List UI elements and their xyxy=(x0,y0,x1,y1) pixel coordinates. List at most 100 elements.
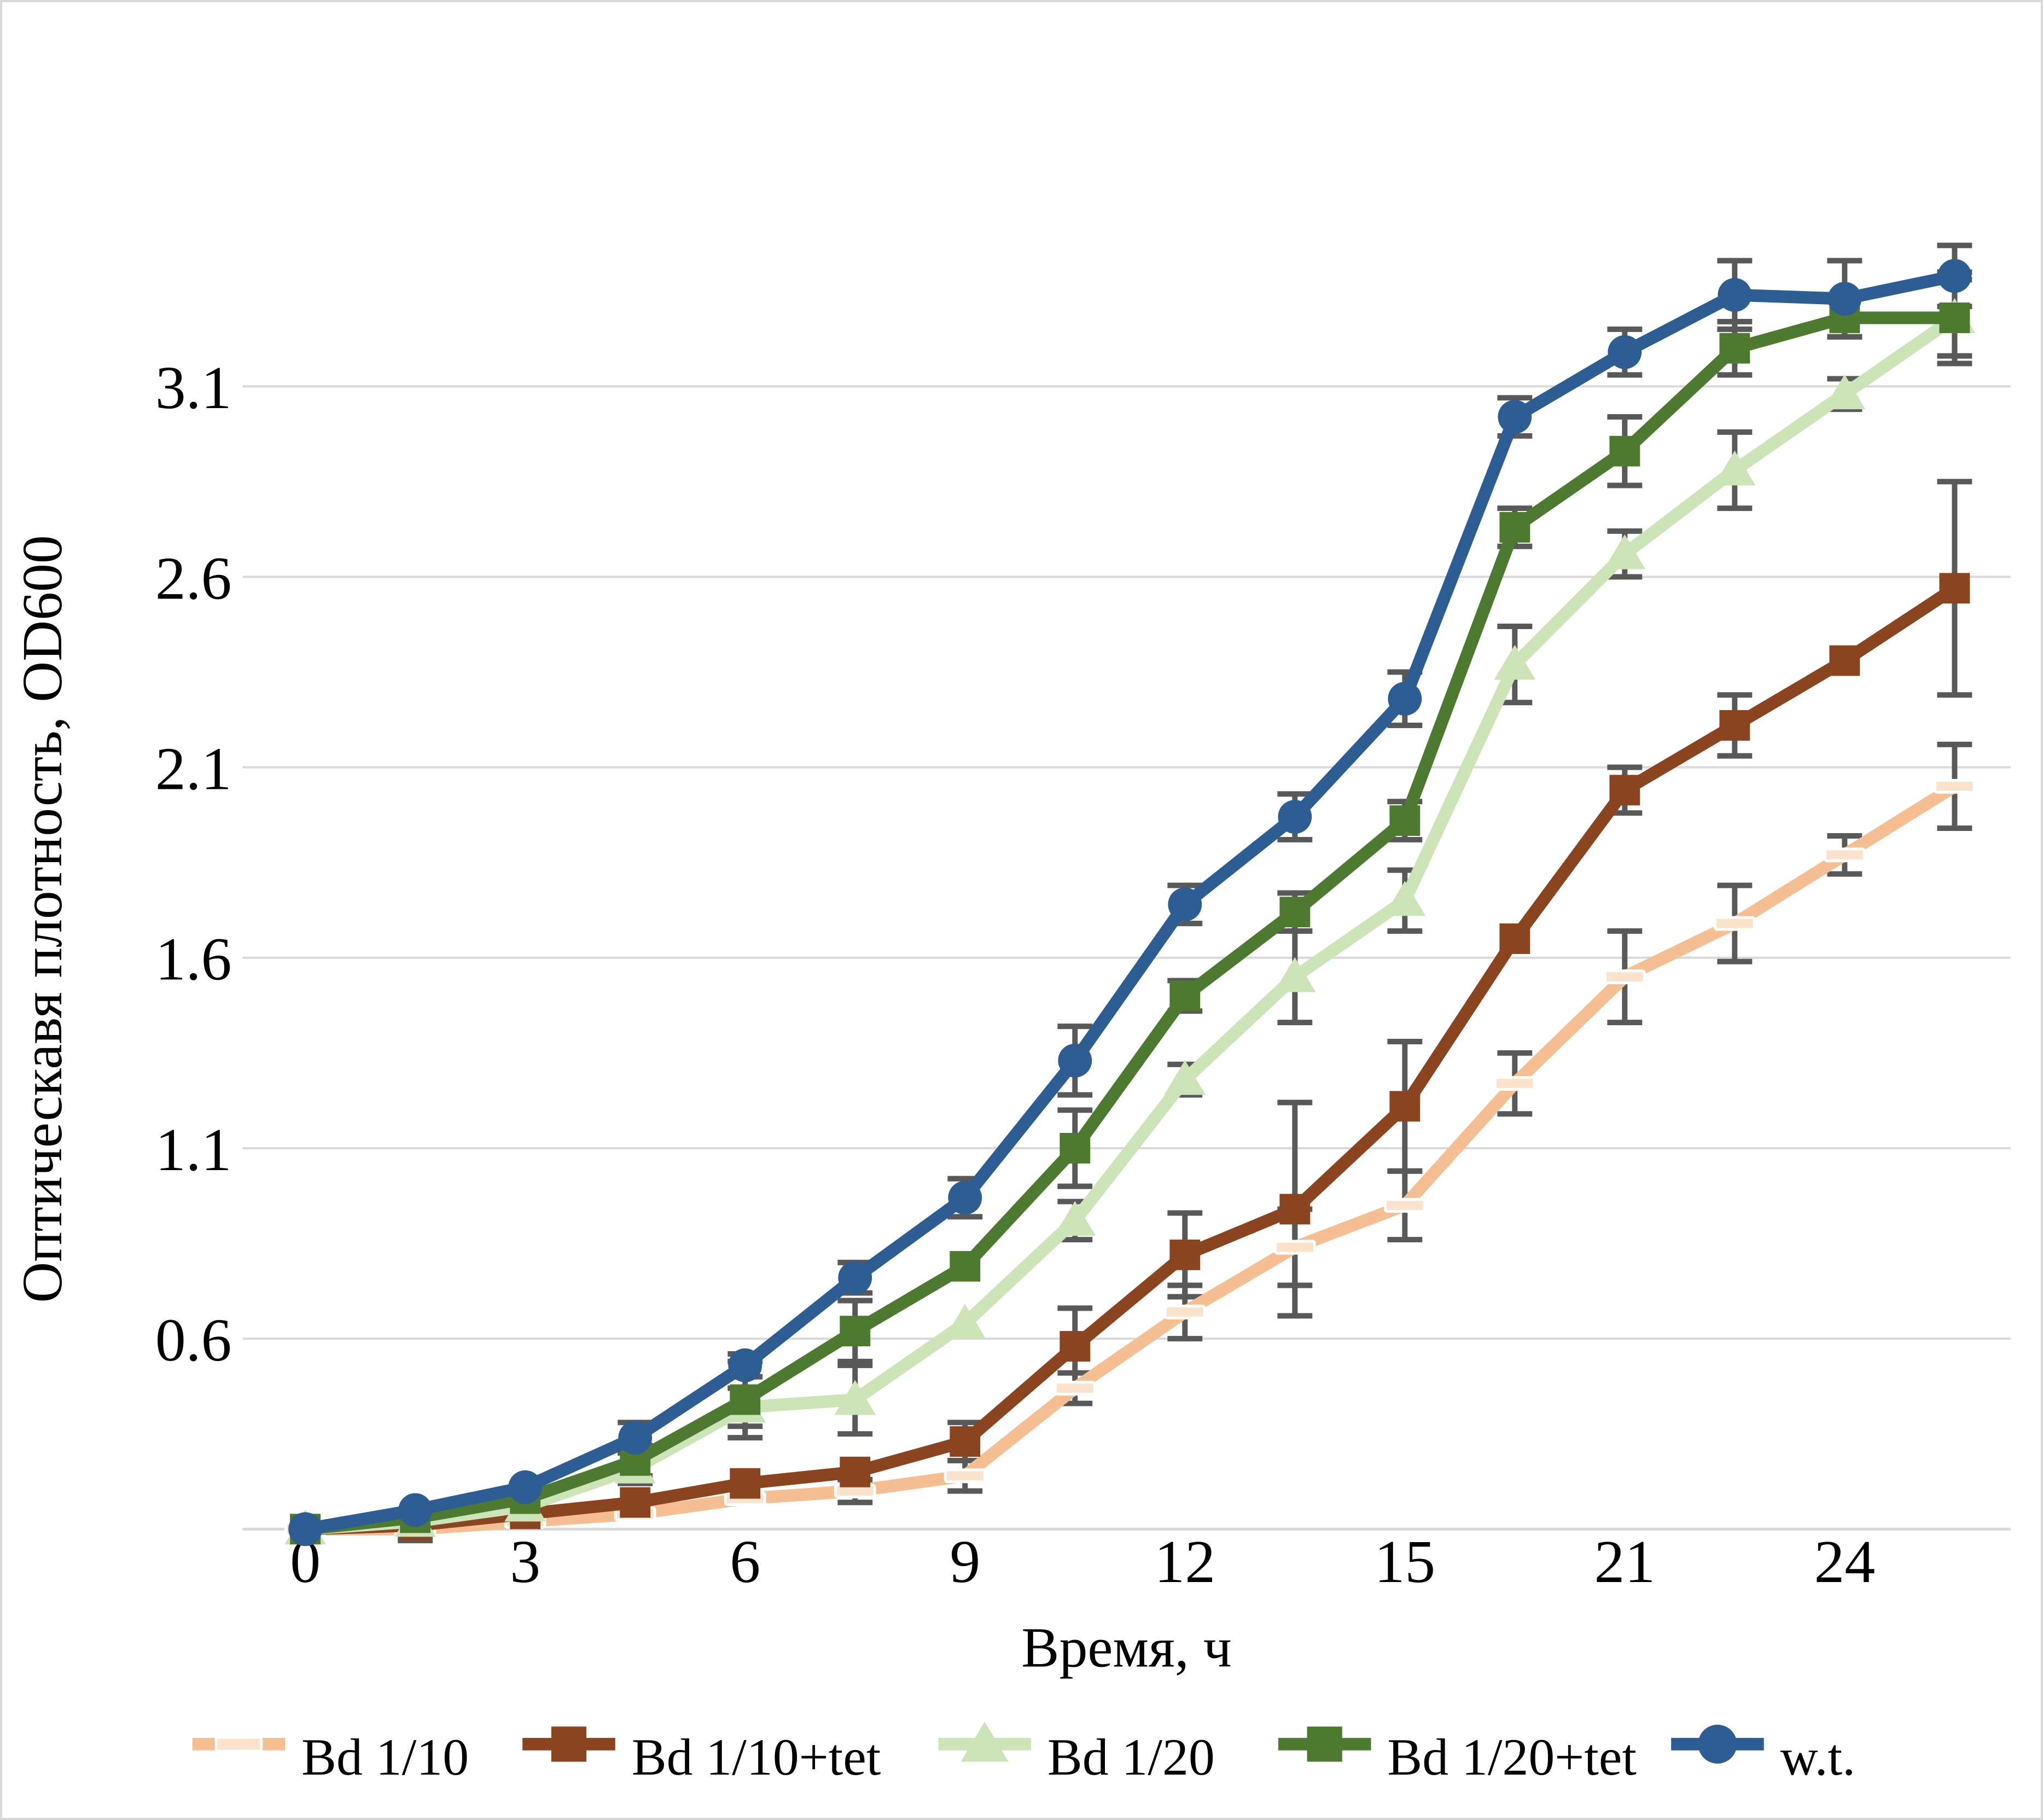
marker-square xyxy=(1279,1194,1311,1225)
marker-square xyxy=(950,1426,981,1457)
marker-square xyxy=(840,1316,871,1347)
series-line xyxy=(304,311,1955,1536)
marker-square xyxy=(730,1384,761,1415)
x-tick-labels: 0 3 6 9 12 15 21 24 xyxy=(290,1528,1875,1596)
marker-circle xyxy=(1388,682,1422,716)
marker-circle xyxy=(1168,887,1202,922)
marker-circle xyxy=(1827,282,1862,316)
marker-triangle xyxy=(1824,374,1866,410)
legend-item: Bd 1/20+tet xyxy=(1278,1726,1637,1786)
x-tick-label: 24 xyxy=(1814,1528,1876,1596)
series-w-t- xyxy=(288,259,1972,1546)
marker-dash xyxy=(1053,1381,1096,1396)
marker-square xyxy=(1719,333,1750,364)
series-bd-1-10-tet xyxy=(290,573,1970,1545)
marker-square xyxy=(1389,805,1421,836)
marker-dash xyxy=(944,1468,986,1484)
legend: Bd 1/10 Bd 1/10+tet Bd 1/20 Bd 1/20+tet w.t. xyxy=(192,1722,1855,1786)
legend-item: Bd 1/10+tet xyxy=(522,1726,881,1786)
marker-triangle xyxy=(1164,1060,1206,1095)
legend-item: w.t. xyxy=(1671,1724,1855,1786)
marker-circle xyxy=(1608,335,1642,369)
marker-circle xyxy=(618,1421,653,1455)
marker-dash xyxy=(1933,778,1976,794)
marker-circle xyxy=(398,1493,433,1527)
series-line xyxy=(305,781,1958,1536)
marker-triangle xyxy=(944,1304,986,1339)
marker-square xyxy=(840,1456,871,1487)
marker-square xyxy=(1939,573,1970,604)
marker-dash xyxy=(214,1736,263,1753)
x-tick-label: 21 xyxy=(1594,1528,1655,1596)
legend-label: w.t. xyxy=(1780,1728,1855,1786)
marker-triangle xyxy=(961,1722,1009,1762)
marker-dash xyxy=(1493,1076,1536,1091)
y-tick-label: 3.1 xyxy=(155,354,232,422)
x-axis-title: Время, ч xyxy=(1021,1617,1232,1679)
series-line xyxy=(304,270,1956,1536)
marker-dash xyxy=(1273,1240,1316,1255)
legend-item: Bd 1/20 xyxy=(938,1722,1215,1786)
y-tick-label: 0.6 xyxy=(155,1306,232,1374)
marker-circle xyxy=(838,1260,872,1295)
marker-square xyxy=(1060,1133,1091,1164)
marker-dash xyxy=(1383,1197,1426,1213)
marker-square xyxy=(1499,923,1530,954)
marker-circle xyxy=(1058,1043,1092,1078)
y-tick-label: 2.6 xyxy=(155,544,232,612)
series-line xyxy=(305,583,1958,1536)
marker-circle xyxy=(508,1470,543,1504)
marker-square xyxy=(1609,435,1640,467)
y-axis-title: Оптическавя плотность, OD600 xyxy=(11,535,74,1303)
x-tick-label: 9 xyxy=(950,1528,980,1596)
marker-dash xyxy=(1603,969,1646,985)
marker-triangle xyxy=(1054,1201,1096,1236)
marker-square xyxy=(1060,1331,1091,1362)
y-tick-label: 2.1 xyxy=(155,735,232,803)
marker-circle xyxy=(1498,400,1532,434)
marker-circle xyxy=(1937,259,1972,293)
marker-circle xyxy=(948,1181,982,1215)
marker-circle xyxy=(1718,278,1752,312)
marker-triangle xyxy=(1384,881,1426,916)
gridlines xyxy=(242,385,2011,1531)
legend-label: Bd 1/10 xyxy=(301,1728,469,1786)
marker-square xyxy=(730,1468,761,1499)
marker-dash xyxy=(1713,916,1756,931)
marker-circle xyxy=(728,1348,763,1382)
legend-item: Bd 1/10 xyxy=(192,1728,469,1786)
marker-triangle xyxy=(1604,534,1646,569)
marker-triangle xyxy=(834,1380,876,1415)
marker-square xyxy=(1389,1091,1421,1122)
marker-circle xyxy=(288,1512,323,1546)
legend-label: Bd 1/20 xyxy=(1047,1728,1215,1786)
marker-square xyxy=(1169,980,1201,1011)
marker-triangle xyxy=(1274,957,1316,992)
marker-square xyxy=(1169,1239,1201,1270)
marker-dash xyxy=(1823,847,1866,863)
marker-square xyxy=(1279,897,1311,928)
marker-circle xyxy=(1698,1724,1737,1764)
marker-triangle xyxy=(1714,450,1756,486)
series-lines xyxy=(284,259,1976,1546)
marker-dash xyxy=(1163,1304,1206,1319)
x-tick-label: 6 xyxy=(730,1528,760,1596)
y-tick-labels: 0.6 1.1 1.6 2.1 2.6 3.1 xyxy=(155,354,232,1374)
marker-circle xyxy=(1278,800,1312,834)
x-tick-label: 12 xyxy=(1154,1528,1215,1596)
y-tick-label: 1.6 xyxy=(155,926,232,993)
marker-square xyxy=(950,1251,981,1282)
x-tick-label: 15 xyxy=(1374,1528,1435,1596)
marker-triangle xyxy=(1494,644,1536,680)
x-tick-label: 3 xyxy=(510,1528,540,1596)
marker-square xyxy=(620,1487,651,1518)
marker-square xyxy=(551,1726,587,1762)
marker-square xyxy=(1829,645,1860,676)
marker-square xyxy=(1307,1726,1342,1762)
series-line xyxy=(305,312,1958,1536)
marker-square xyxy=(1609,775,1640,806)
marker-square xyxy=(1939,303,1970,333)
series-bd-1-20-tet xyxy=(290,303,1970,1545)
